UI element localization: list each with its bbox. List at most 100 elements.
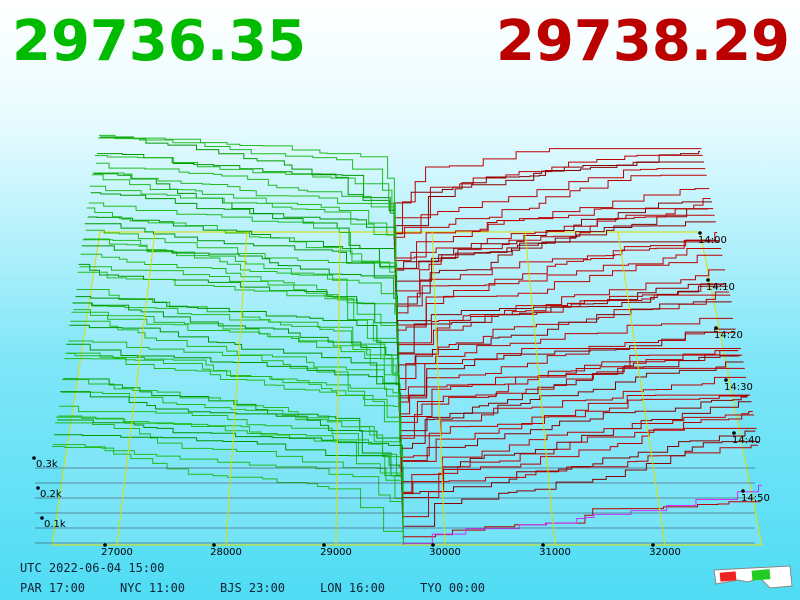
bid-depth-line bbox=[68, 340, 401, 439]
volume-label: 0.3k bbox=[36, 459, 58, 470]
ask-depth-line bbox=[401, 430, 756, 512]
ask-depth-line bbox=[402, 501, 761, 539]
bid-depth-line bbox=[97, 137, 395, 246]
depth-lines bbox=[35, 134, 763, 546]
bid-depth-line bbox=[95, 162, 396, 259]
ask-depth-line bbox=[401, 394, 751, 486]
bid-depth-line bbox=[75, 296, 400, 392]
bid-depth-line bbox=[61, 391, 403, 486]
price-dot bbox=[431, 543, 435, 547]
ask-depth-line bbox=[395, 201, 712, 292]
bid-depth-line bbox=[69, 324, 401, 432]
time-label: 14:10 bbox=[706, 282, 735, 293]
ask-price: 29738.29 bbox=[496, 9, 790, 74]
bid-depth-line bbox=[66, 343, 402, 452]
ask-depth-line bbox=[395, 214, 715, 306]
ask-depth-line bbox=[396, 241, 720, 332]
city-clock: PAR 17:00 bbox=[20, 581, 85, 595]
bid-depth-line bbox=[70, 320, 401, 426]
ask-depth-line bbox=[395, 208, 714, 299]
city-clock: NYC 11:00 bbox=[120, 581, 185, 595]
ask-depth-line bbox=[398, 350, 737, 419]
ask-depth-line bbox=[400, 376, 747, 466]
bid-depth-line bbox=[100, 136, 395, 232]
ask-depth-line bbox=[399, 354, 743, 446]
volume-dot bbox=[36, 486, 40, 490]
price-guide bbox=[617, 231, 666, 546]
time-dot bbox=[724, 378, 728, 382]
bid-depth-line bbox=[77, 271, 399, 379]
city-clock: TYO 00:00 bbox=[420, 581, 485, 595]
ask-depth-line bbox=[397, 294, 731, 386]
price-guide bbox=[431, 231, 446, 546]
bid-depth-line bbox=[88, 202, 397, 306]
ask-depth-line bbox=[401, 410, 753, 499]
ask-depth-line bbox=[397, 285, 728, 372]
ask-depth-line bbox=[393, 148, 702, 239]
time-dot bbox=[732, 431, 736, 435]
ask-depth-line bbox=[394, 188, 710, 279]
bid-price: 29736.35 bbox=[12, 9, 306, 74]
ask-depth-line bbox=[397, 291, 730, 379]
bid-depth-line bbox=[60, 391, 403, 492]
price-label: 27000 bbox=[101, 547, 133, 558]
ask-depth-line bbox=[397, 269, 726, 359]
bid-depth-line bbox=[67, 352, 401, 446]
ask-depth-line bbox=[402, 427, 757, 519]
time-dot bbox=[698, 231, 702, 235]
bid-depth-line bbox=[72, 302, 400, 412]
bid-depth-line bbox=[81, 245, 398, 352]
price-guide bbox=[116, 231, 156, 546]
price-label: 32000 bbox=[649, 547, 681, 558]
bid-depth-line bbox=[74, 302, 400, 399]
bid-depth-line bbox=[64, 358, 402, 466]
price-label: 31000 bbox=[539, 547, 571, 558]
price-label: 28000 bbox=[210, 547, 242, 558]
bid-depth-line bbox=[57, 419, 403, 512]
bid-depth-line bbox=[89, 185, 397, 299]
time-dot bbox=[714, 326, 718, 330]
ask-depth-line bbox=[401, 401, 752, 492]
bid-depth-line bbox=[92, 172, 396, 279]
price-guide bbox=[524, 231, 556, 546]
price-dot bbox=[541, 543, 545, 547]
bid-depth-line bbox=[52, 445, 404, 545]
bid-depth-line bbox=[94, 155, 396, 266]
time-dot bbox=[706, 278, 710, 282]
ask-depth-line bbox=[401, 414, 755, 506]
ask-depth-line bbox=[394, 174, 707, 266]
ask-depth-line bbox=[394, 168, 706, 259]
price-label: 30000 bbox=[429, 547, 461, 558]
volume-label: 0.1k bbox=[44, 519, 66, 530]
bid-depth-line bbox=[83, 238, 398, 339]
ask-depth-line bbox=[400, 396, 748, 472]
utc-clock: UTC 2022-06-04 15:00 bbox=[20, 561, 165, 575]
ask-depth-line bbox=[396, 232, 718, 319]
price-guide bbox=[335, 231, 341, 546]
city-clock: BJS 23:00 bbox=[220, 581, 285, 595]
ask-depth-line bbox=[399, 347, 741, 439]
price-guide bbox=[225, 231, 248, 546]
glasses-icon bbox=[713, 565, 793, 589]
ask-depth-line bbox=[395, 221, 716, 312]
bid-depth-line bbox=[90, 192, 397, 292]
bid-depth-line bbox=[54, 434, 404, 532]
time-label: 14:20 bbox=[714, 330, 743, 341]
price-dot bbox=[651, 543, 655, 547]
ask-depth-line bbox=[396, 254, 723, 346]
price-dot bbox=[322, 543, 326, 547]
ask-depth-line bbox=[402, 484, 762, 545]
price-label: 29000 bbox=[320, 547, 352, 558]
volume-dot bbox=[32, 456, 36, 460]
bid-depth-line bbox=[56, 416, 404, 519]
ask-depth-line bbox=[398, 328, 736, 412]
time-label: 14:40 bbox=[732, 435, 761, 446]
ask-depth-line bbox=[398, 301, 732, 392]
bid-depth-line bbox=[98, 134, 395, 239]
volume-dot bbox=[40, 516, 44, 520]
bid-depth-line bbox=[91, 174, 397, 286]
time-label: 14:50 bbox=[741, 493, 770, 504]
ask-depth-line bbox=[398, 331, 735, 406]
